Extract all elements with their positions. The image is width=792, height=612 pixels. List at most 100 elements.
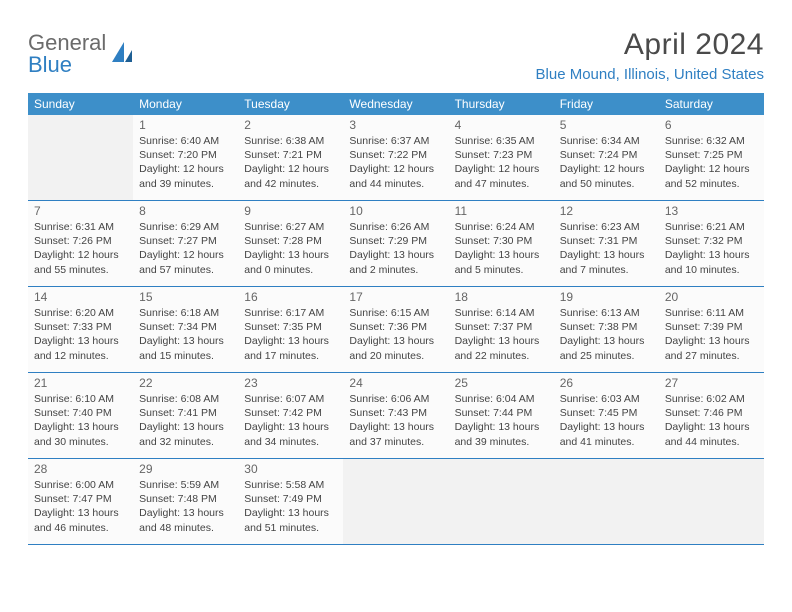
logo-sail-icon <box>110 40 136 71</box>
calendar-cell: 1 Sunrise: 6:40 AMSunset: 7:20 PMDaylight… <box>133 115 238 201</box>
day-number: 16 <box>244 290 337 304</box>
calendar-cell <box>554 459 659 545</box>
day-number: 20 <box>665 290 758 304</box>
calendar-cell: 12 Sunrise: 6:23 AMSunset: 7:31 PMDayligh… <box>554 201 659 287</box>
calendar-cell: 2 Sunrise: 6:38 AMSunset: 7:21 PMDaylight… <box>238 115 343 201</box>
calendar-cell: 10 Sunrise: 6:26 AMSunset: 7:29 PMDayligh… <box>343 201 448 287</box>
weekday-header: Saturday <box>659 93 764 115</box>
header: General Blue April 2024 Blue Mound, Illi… <box>28 28 764 83</box>
day-info: Sunrise: 6:14 AMSunset: 7:37 PMDaylight:… <box>455 306 548 363</box>
weekday-header: Tuesday <box>238 93 343 115</box>
calendar-cell: 25 Sunrise: 6:04 AMSunset: 7:44 PMDayligh… <box>449 373 554 459</box>
day-number: 3 <box>349 118 442 132</box>
calendar-cell: 5 Sunrise: 6:34 AMSunset: 7:24 PMDaylight… <box>554 115 659 201</box>
day-info: Sunrise: 6:08 AMSunset: 7:41 PMDaylight:… <box>139 392 232 449</box>
calendar-cell: 18 Sunrise: 6:14 AMSunset: 7:37 PMDayligh… <box>449 287 554 373</box>
day-info: Sunrise: 6:32 AMSunset: 7:25 PMDaylight:… <box>665 134 758 191</box>
day-number: 15 <box>139 290 232 304</box>
day-info: Sunrise: 6:23 AMSunset: 7:31 PMDaylight:… <box>560 220 653 277</box>
calendar-cell: 27Sunrise: 6:02 AMSunset: 7:46 PMDayligh… <box>659 373 764 459</box>
calendar-cell: 26Sunrise: 6:03 AMSunset: 7:45 PMDayligh… <box>554 373 659 459</box>
day-info: Sunrise: 6:13 AMSunset: 7:38 PMDaylight:… <box>560 306 653 363</box>
day-info: Sunrise: 6:00 AMSunset: 7:47 PMDaylight:… <box>34 478 127 535</box>
day-info: Sunrise: 6:03 AMSunset: 7:45 PMDaylight:… <box>560 392 653 449</box>
calendar-cell: 16 Sunrise: 6:17 AMSunset: 7:35 PMDayligh… <box>238 287 343 373</box>
day-info: Sunrise: 6:10 AMSunset: 7:40 PMDaylight:… <box>34 392 127 449</box>
day-number: 11 <box>455 204 548 218</box>
day-number: 4 <box>455 118 548 132</box>
calendar-cell: 11 Sunrise: 6:24 AMSunset: 7:30 PMDayligh… <box>449 201 554 287</box>
day-number: 25 <box>455 376 548 390</box>
day-number: 17 <box>349 290 442 304</box>
calendar: SundayMondayTuesdayWednesdayThursdayFrid… <box>28 93 764 545</box>
day-info: Sunrise: 6:26 AMSunset: 7:29 PMDaylight:… <box>349 220 442 277</box>
logo: General Blue <box>28 32 136 76</box>
calendar-cell: 13 Sunrise: 6:21 AMSunset: 7:32 PMDayligh… <box>659 201 764 287</box>
day-number: 9 <box>244 204 337 218</box>
weekday-header: Monday <box>133 93 238 115</box>
day-number: 8 <box>139 204 232 218</box>
calendar-cell: 30 Sunrise: 5:58 AMSunset: 7:49 PMDayligh… <box>238 459 343 545</box>
day-number: 1 <box>139 118 232 132</box>
calendar-body: 1 Sunrise: 6:40 AMSunset: 7:20 PMDaylight… <box>28 115 764 545</box>
calendar-cell: 29Sunrise: 5:59 AMSunset: 7:48 PMDayligh… <box>133 459 238 545</box>
day-info: Sunrise: 6:27 AMSunset: 7:28 PMDaylight:… <box>244 220 337 277</box>
day-number: 21 <box>34 376 127 390</box>
day-info: Sunrise: 6:11 AMSunset: 7:39 PMDaylight:… <box>665 306 758 363</box>
day-info: Sunrise: 6:24 AMSunset: 7:30 PMDaylight:… <box>455 220 548 277</box>
weekday-header: Thursday <box>449 93 554 115</box>
day-number: 30 <box>244 462 337 476</box>
day-info: Sunrise: 6:20 AMSunset: 7:33 PMDaylight:… <box>34 306 127 363</box>
calendar-cell: 6 Sunrise: 6:32 AMSunset: 7:25 PMDaylight… <box>659 115 764 201</box>
calendar-cell <box>343 459 448 545</box>
day-info: Sunrise: 6:17 AMSunset: 7:35 PMDaylight:… <box>244 306 337 363</box>
day-info: Sunrise: 6:06 AMSunset: 7:43 PMDaylight:… <box>349 392 442 449</box>
title-block: April 2024 Blue Mound, Illinois, United … <box>536 28 764 83</box>
calendar-cell: 15 Sunrise: 6:18 AMSunset: 7:34 PMDayligh… <box>133 287 238 373</box>
day-number: 23 <box>244 376 337 390</box>
day-number: 18 <box>455 290 548 304</box>
day-number: 2 <box>244 118 337 132</box>
calendar-cell: 9 Sunrise: 6:27 AMSunset: 7:28 PMDaylight… <box>238 201 343 287</box>
weekday-header: Friday <box>554 93 659 115</box>
calendar-cell: 7Sunrise: 6:31 AMSunset: 7:26 PMDaylight… <box>28 201 133 287</box>
day-number: 5 <box>560 118 653 132</box>
day-info: Sunrise: 6:21 AMSunset: 7:32 PMDaylight:… <box>665 220 758 277</box>
day-info: Sunrise: 5:58 AMSunset: 7:49 PMDaylight:… <box>244 478 337 535</box>
calendar-cell: 23Sunrise: 6:07 AMSunset: 7:42 PMDayligh… <box>238 373 343 459</box>
calendar-cell: 28 Sunrise: 6:00 AMSunset: 7:47 PMDayligh… <box>28 459 133 545</box>
day-number: 24 <box>349 376 442 390</box>
calendar-cell: 19 Sunrise: 6:13 AMSunset: 7:38 PMDayligh… <box>554 287 659 373</box>
day-number: 27 <box>665 376 758 390</box>
day-number: 6 <box>665 118 758 132</box>
day-number: 13 <box>665 204 758 218</box>
day-info: Sunrise: 6:18 AMSunset: 7:34 PMDaylight:… <box>139 306 232 363</box>
calendar-cell: 4Sunrise: 6:35 AMSunset: 7:23 PMDaylight… <box>449 115 554 201</box>
day-info: Sunrise: 6:34 AMSunset: 7:24 PMDaylight:… <box>560 134 653 191</box>
calendar-cell: 3Sunrise: 6:37 AMSunset: 7:22 PMDaylight… <box>343 115 448 201</box>
calendar-cell <box>659 459 764 545</box>
day-number: 19 <box>560 290 653 304</box>
day-number: 28 <box>34 462 127 476</box>
calendar-cell: 17 Sunrise: 6:15 AMSunset: 7:36 PMDayligh… <box>343 287 448 373</box>
weekday-header: Wednesday <box>343 93 448 115</box>
logo-word-general: General <box>28 32 106 54</box>
calendar-cell: 24 Sunrise: 6:06 AMSunset: 7:43 PMDayligh… <box>343 373 448 459</box>
calendar-cell: 21 Sunrise: 6:10 AMSunset: 7:40 PMDayligh… <box>28 373 133 459</box>
day-info: Sunrise: 6:04 AMSunset: 7:44 PMDaylight:… <box>455 392 548 449</box>
calendar-cell: 14Sunrise: 6:20 AMSunset: 7:33 PMDayligh… <box>28 287 133 373</box>
calendar-cell <box>28 115 133 201</box>
logo-word-blue: Blue <box>28 54 106 76</box>
day-info: Sunrise: 6:15 AMSunset: 7:36 PMDaylight:… <box>349 306 442 363</box>
calendar-cell: 8Sunrise: 6:29 AMSunset: 7:27 PMDaylight… <box>133 201 238 287</box>
day-info: Sunrise: 5:59 AMSunset: 7:48 PMDaylight:… <box>139 478 232 535</box>
weekday-header: Sunday <box>28 93 133 115</box>
calendar-cell: 20 Sunrise: 6:11 AMSunset: 7:39 PMDayligh… <box>659 287 764 373</box>
day-number: 22 <box>139 376 232 390</box>
day-info: Sunrise: 6:40 AMSunset: 7:20 PMDaylight:… <box>139 134 232 191</box>
day-info: Sunrise: 6:38 AMSunset: 7:21 PMDaylight:… <box>244 134 337 191</box>
calendar-cell <box>449 459 554 545</box>
day-number: 10 <box>349 204 442 218</box>
location: Blue Mound, Illinois, United States <box>536 66 764 83</box>
day-number: 12 <box>560 204 653 218</box>
